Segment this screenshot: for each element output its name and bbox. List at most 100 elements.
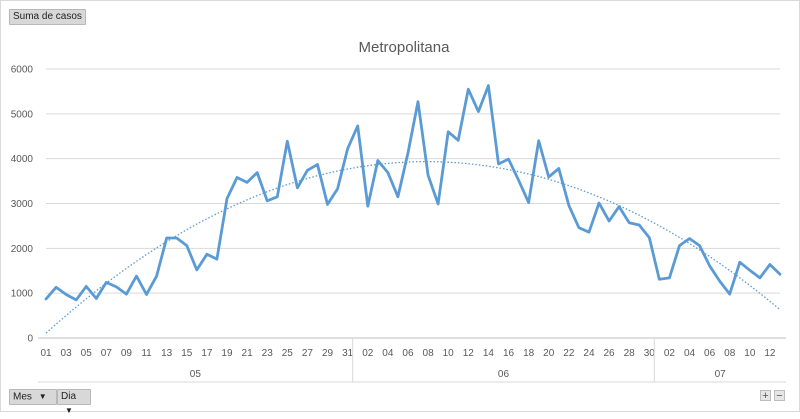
y-tick-label: 5000 <box>11 109 34 120</box>
x-tick-label: 04 <box>382 348 394 359</box>
data-point <box>627 220 632 225</box>
x-tick-label: 06 <box>704 348 716 359</box>
data-point <box>245 180 250 185</box>
y-tick-label: 6000 <box>11 65 34 76</box>
data-point <box>456 138 461 143</box>
data-point <box>325 202 330 207</box>
data-point <box>315 162 320 167</box>
data-point <box>144 292 149 297</box>
data-point <box>114 284 119 289</box>
data-point <box>164 235 169 240</box>
data-point <box>637 222 642 227</box>
x-tick-label: 24 <box>583 348 595 359</box>
collapse-minus-icon[interactable]: − <box>774 390 785 402</box>
data-point <box>255 170 260 175</box>
data-point <box>74 297 79 302</box>
x-tick-label: 10 <box>744 348 756 359</box>
x-tick-label: 12 <box>764 348 776 359</box>
data-point <box>566 203 571 208</box>
data-point <box>617 204 622 209</box>
data-point <box>305 168 310 173</box>
data-point <box>134 274 139 279</box>
data-point <box>405 150 410 155</box>
data-point <box>677 243 682 248</box>
data-point <box>486 83 491 88</box>
data-point <box>556 166 561 171</box>
data-point <box>536 138 541 143</box>
group-label: 05 <box>190 369 202 380</box>
filter-icon: ▼ <box>38 392 47 401</box>
data-point <box>375 158 380 163</box>
series-layer <box>44 83 782 334</box>
x-tick-label: 14 <box>483 348 495 359</box>
data-point <box>395 194 400 199</box>
data-point <box>607 218 612 223</box>
month-field-button[interactable]: Mes ▼ <box>9 389 57 405</box>
data-point <box>526 200 531 205</box>
x-tick-label: 02 <box>664 348 676 359</box>
x-tick-label: 26 <box>604 348 616 359</box>
x-tick-label: 28 <box>624 348 636 359</box>
data-point <box>757 275 762 280</box>
data-point <box>84 284 89 289</box>
x-tick-label: 29 <box>322 348 334 359</box>
data-point <box>415 99 420 104</box>
x-tick-label: 06 <box>402 348 414 359</box>
y-tick-label: 1000 <box>11 289 34 300</box>
data-point <box>154 274 159 279</box>
data-point <box>466 87 471 92</box>
x-tick-label: 12 <box>463 348 475 359</box>
data-point <box>546 174 551 179</box>
day-field-label: Dia <box>61 391 77 402</box>
day-field-button[interactable]: Dia ▼ <box>57 389 91 415</box>
x-tick-label: 31 <box>342 348 354 359</box>
x-tick-label: 10 <box>443 348 455 359</box>
data-point <box>335 186 340 191</box>
x-tick-label: 01 <box>40 348 52 359</box>
month-field-label: Mes <box>13 391 32 403</box>
group-label: 06 <box>498 369 510 380</box>
data-point <box>275 194 280 199</box>
data-point <box>265 198 270 203</box>
data-point <box>576 225 581 230</box>
data-point <box>355 123 360 128</box>
x-tick-label: 27 <box>302 348 314 359</box>
x-tick-label: 07 <box>101 348 113 359</box>
data-point <box>224 196 229 201</box>
values-field-button[interactable]: Suma de casos <box>9 9 86 25</box>
x-tick-label: 03 <box>61 348 73 359</box>
gridlines <box>46 68 780 339</box>
data-point <box>385 170 390 175</box>
data-point <box>54 285 59 290</box>
data-point <box>697 243 702 248</box>
data-point <box>687 236 692 241</box>
data-point <box>365 204 370 209</box>
data-point <box>496 161 501 166</box>
data-point <box>64 292 69 297</box>
y-tick-label: 4000 <box>11 154 34 165</box>
x-tick-label: 30 <box>644 348 656 359</box>
data-point <box>285 139 290 144</box>
data-point <box>647 235 652 240</box>
data-point <box>174 235 179 240</box>
data-point <box>94 296 99 301</box>
series-line <box>44 84 782 302</box>
data-point <box>596 201 601 206</box>
chart-title: Metropolitana <box>359 39 451 56</box>
x-tick-label: 11 <box>141 348 152 359</box>
data-point <box>506 157 511 162</box>
data-point <box>295 185 300 190</box>
x-tick-label: 09 <box>121 348 133 359</box>
x-tick-label: 08 <box>724 348 736 359</box>
y-tick-label: 3000 <box>11 199 34 210</box>
data-point <box>516 178 521 183</box>
x-tick-label: 21 <box>242 348 254 359</box>
data-point <box>426 173 431 178</box>
expand-plus-icon[interactable]: + <box>760 390 771 402</box>
data-point <box>727 292 732 297</box>
data-point <box>707 263 712 268</box>
chevron-down-icon: ▼ <box>65 406 73 415</box>
x-axis: 01 03 05 07 09 11 13 15 17 19 21 23 25 27 29 31 02 04 06 08… <box>38 337 786 383</box>
x-tick-label: 22 <box>563 348 575 359</box>
data-point <box>586 230 591 235</box>
